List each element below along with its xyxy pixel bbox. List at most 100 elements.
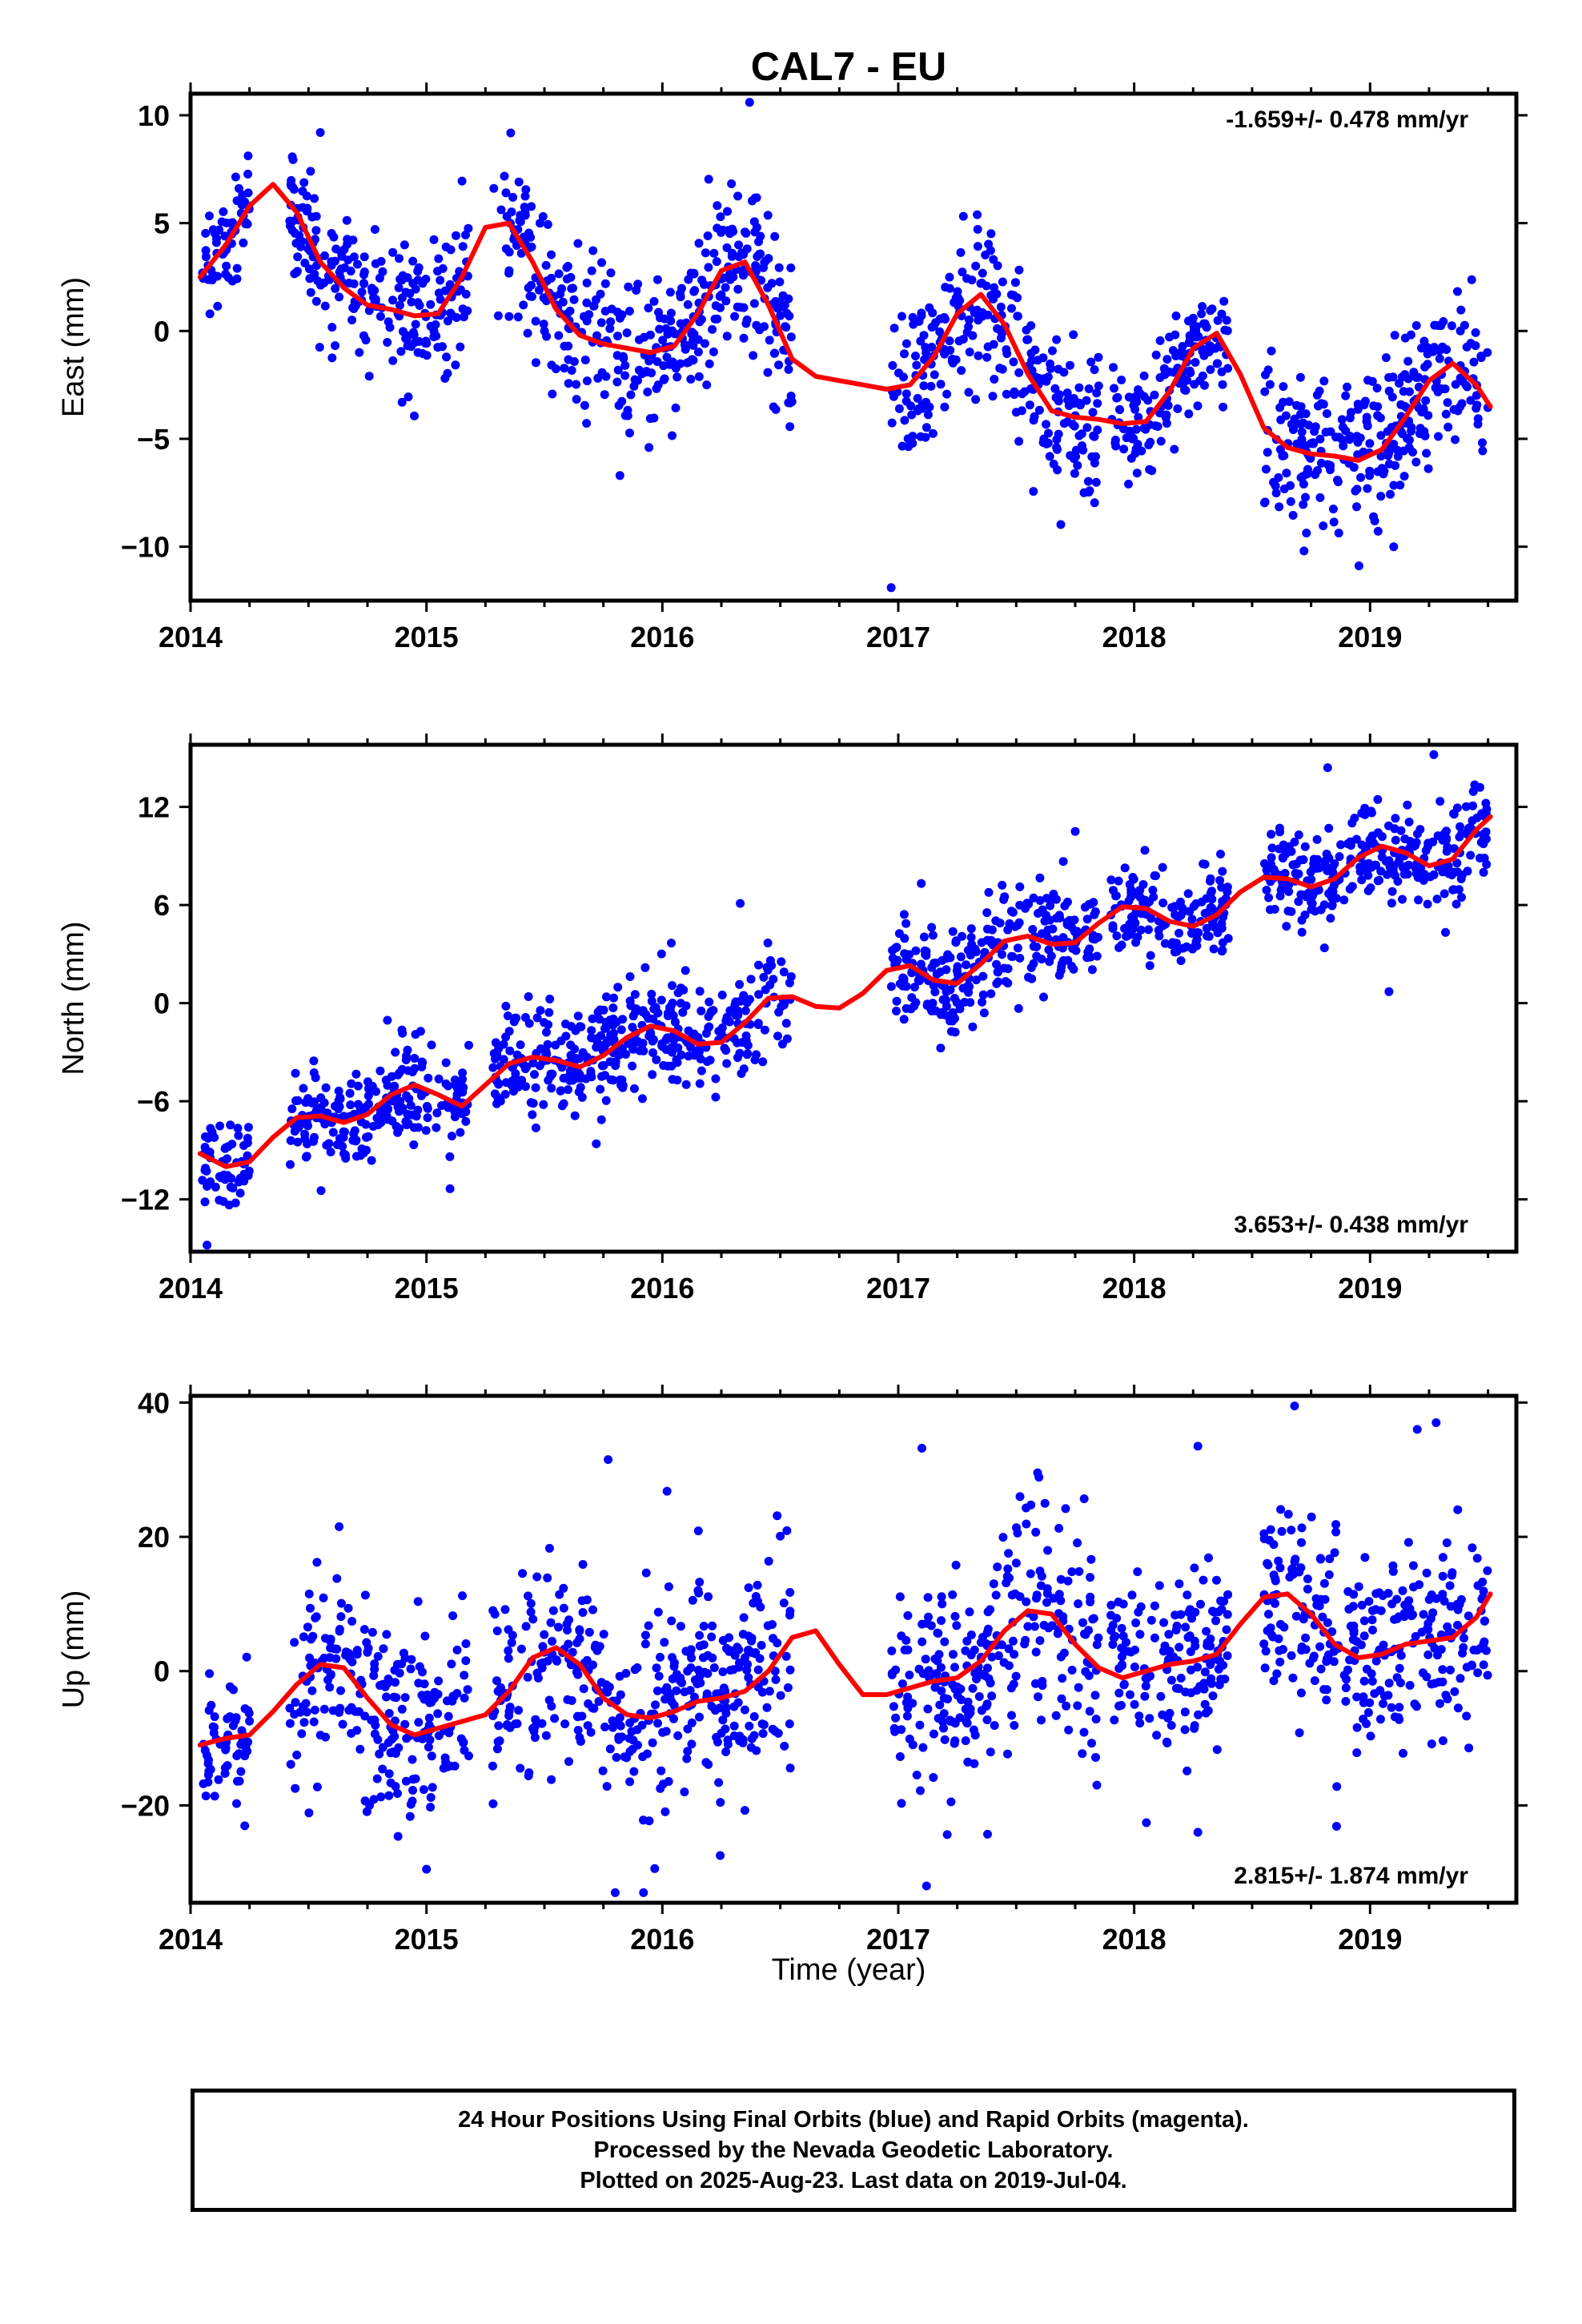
- up-data-point: [1222, 1625, 1231, 1634]
- north-data-point: [676, 999, 685, 1008]
- east-data-point: [364, 306, 374, 316]
- east-data-point: [643, 388, 652, 396]
- up-data-point: [579, 1684, 588, 1694]
- east-data-point: [649, 296, 659, 306]
- up-data-point: [1354, 1582, 1363, 1591]
- east-data-point: [504, 312, 514, 321]
- up-data-point: [747, 1634, 757, 1642]
- up-data-point: [1223, 1651, 1232, 1660]
- up-data-point: [1483, 1671, 1492, 1680]
- east-data-point: [433, 267, 442, 276]
- up-data-point: [203, 1759, 213, 1768]
- up-data-point: [1190, 1563, 1199, 1573]
- east-data-point: [1451, 435, 1460, 444]
- up-data-point: [699, 1622, 709, 1631]
- east-data-point: [1085, 486, 1094, 496]
- up-data-point: [757, 1641, 766, 1650]
- east-data-point: [1074, 383, 1084, 392]
- east-data-point: [624, 307, 634, 316]
- up-data-point: [312, 1558, 322, 1567]
- east-data-point: [1044, 428, 1053, 438]
- up-data-point: [444, 1711, 453, 1721]
- east-data-point: [1420, 431, 1430, 440]
- up-data-point: [1042, 1598, 1051, 1607]
- east-data-point: [566, 272, 576, 282]
- east-data-point: [1171, 312, 1181, 320]
- east-data-point: [1134, 412, 1143, 422]
- up-data-point: [1444, 1628, 1454, 1638]
- east-data-point: [748, 196, 757, 206]
- up-data-point: [425, 1735, 435, 1745]
- up-data-point: [710, 1706, 720, 1715]
- north-data-point: [299, 1084, 308, 1093]
- up-data-point: [220, 1769, 230, 1778]
- east-data-point: [900, 416, 909, 425]
- north-data-point: [1384, 987, 1394, 996]
- east-data-point: [1442, 345, 1452, 354]
- up-data-point: [577, 1596, 587, 1606]
- east-data-point: [540, 326, 549, 336]
- east-data-point: [569, 295, 579, 304]
- up-data-point: [1166, 1675, 1176, 1685]
- east-data-point: [357, 287, 367, 297]
- north-data-point: [397, 1025, 407, 1035]
- north-data-point: [461, 1116, 471, 1126]
- east-data-point: [940, 402, 950, 412]
- east-data-point: [507, 207, 516, 217]
- up-data-point: [1343, 1586, 1353, 1596]
- up-data-point: [952, 1621, 962, 1630]
- up-data-point: [1367, 1615, 1377, 1625]
- east-data-point: [1286, 497, 1295, 506]
- east-data-point: [201, 252, 211, 262]
- up-data-point: [1359, 1676, 1369, 1686]
- up-data-point: [434, 1731, 444, 1740]
- north-data-point: [211, 1182, 220, 1192]
- up-data-point: [417, 1691, 427, 1700]
- east-data-point: [763, 368, 773, 377]
- north-data-point: [1008, 952, 1018, 961]
- north-data-point: [1312, 834, 1322, 844]
- east-data-point: [919, 381, 929, 391]
- north-data-point: [956, 952, 966, 962]
- up-data-point: [1031, 1527, 1041, 1537]
- east-data-point: [658, 336, 668, 345]
- east-data-point: [1076, 400, 1085, 410]
- up-data-point: [450, 1761, 460, 1771]
- north-data-point: [557, 1101, 567, 1111]
- up-data-point: [1190, 1636, 1199, 1646]
- east-data-point: [1473, 414, 1483, 424]
- east-data-point: [327, 353, 337, 363]
- up-data-point: [1435, 1699, 1444, 1708]
- up-data-point: [887, 1669, 897, 1678]
- north-data-point: [1351, 834, 1361, 844]
- east-data-point: [645, 414, 655, 424]
- north-data-point: [1276, 886, 1286, 895]
- up-data-point: [677, 1678, 687, 1687]
- up-data-point: [461, 1639, 471, 1648]
- east-data-point: [1077, 429, 1086, 439]
- north-data-point: [717, 1028, 726, 1038]
- north-data-point: [556, 1086, 566, 1096]
- up-data-point: [495, 1736, 504, 1746]
- up-data-point: [426, 1793, 436, 1802]
- north-data-point: [1083, 947, 1093, 956]
- north-data-point: [243, 1151, 252, 1160]
- up-data-point: [1356, 1640, 1366, 1650]
- east-rate-label: -1.659+/- 0.478 mm/yr: [1226, 107, 1468, 133]
- up-data-point: [923, 1704, 933, 1714]
- up-data-point: [1193, 1441, 1203, 1451]
- up-data-point: [929, 1729, 938, 1739]
- east-data-point: [600, 307, 610, 316]
- north-data-point: [927, 963, 937, 972]
- up-data-point: [1163, 1713, 1173, 1723]
- east-y-tick-label: 10: [138, 99, 170, 132]
- north-data-point: [347, 1079, 356, 1088]
- north-data-point: [363, 1077, 372, 1087]
- north-data-point: [978, 971, 988, 981]
- up-data-point: [1134, 1711, 1144, 1721]
- up-data-point: [942, 1830, 952, 1839]
- up-data-point: [492, 1744, 502, 1754]
- north-data-point: [677, 1050, 686, 1059]
- up-data-point: [997, 1640, 1006, 1650]
- north-data-point: [921, 947, 931, 956]
